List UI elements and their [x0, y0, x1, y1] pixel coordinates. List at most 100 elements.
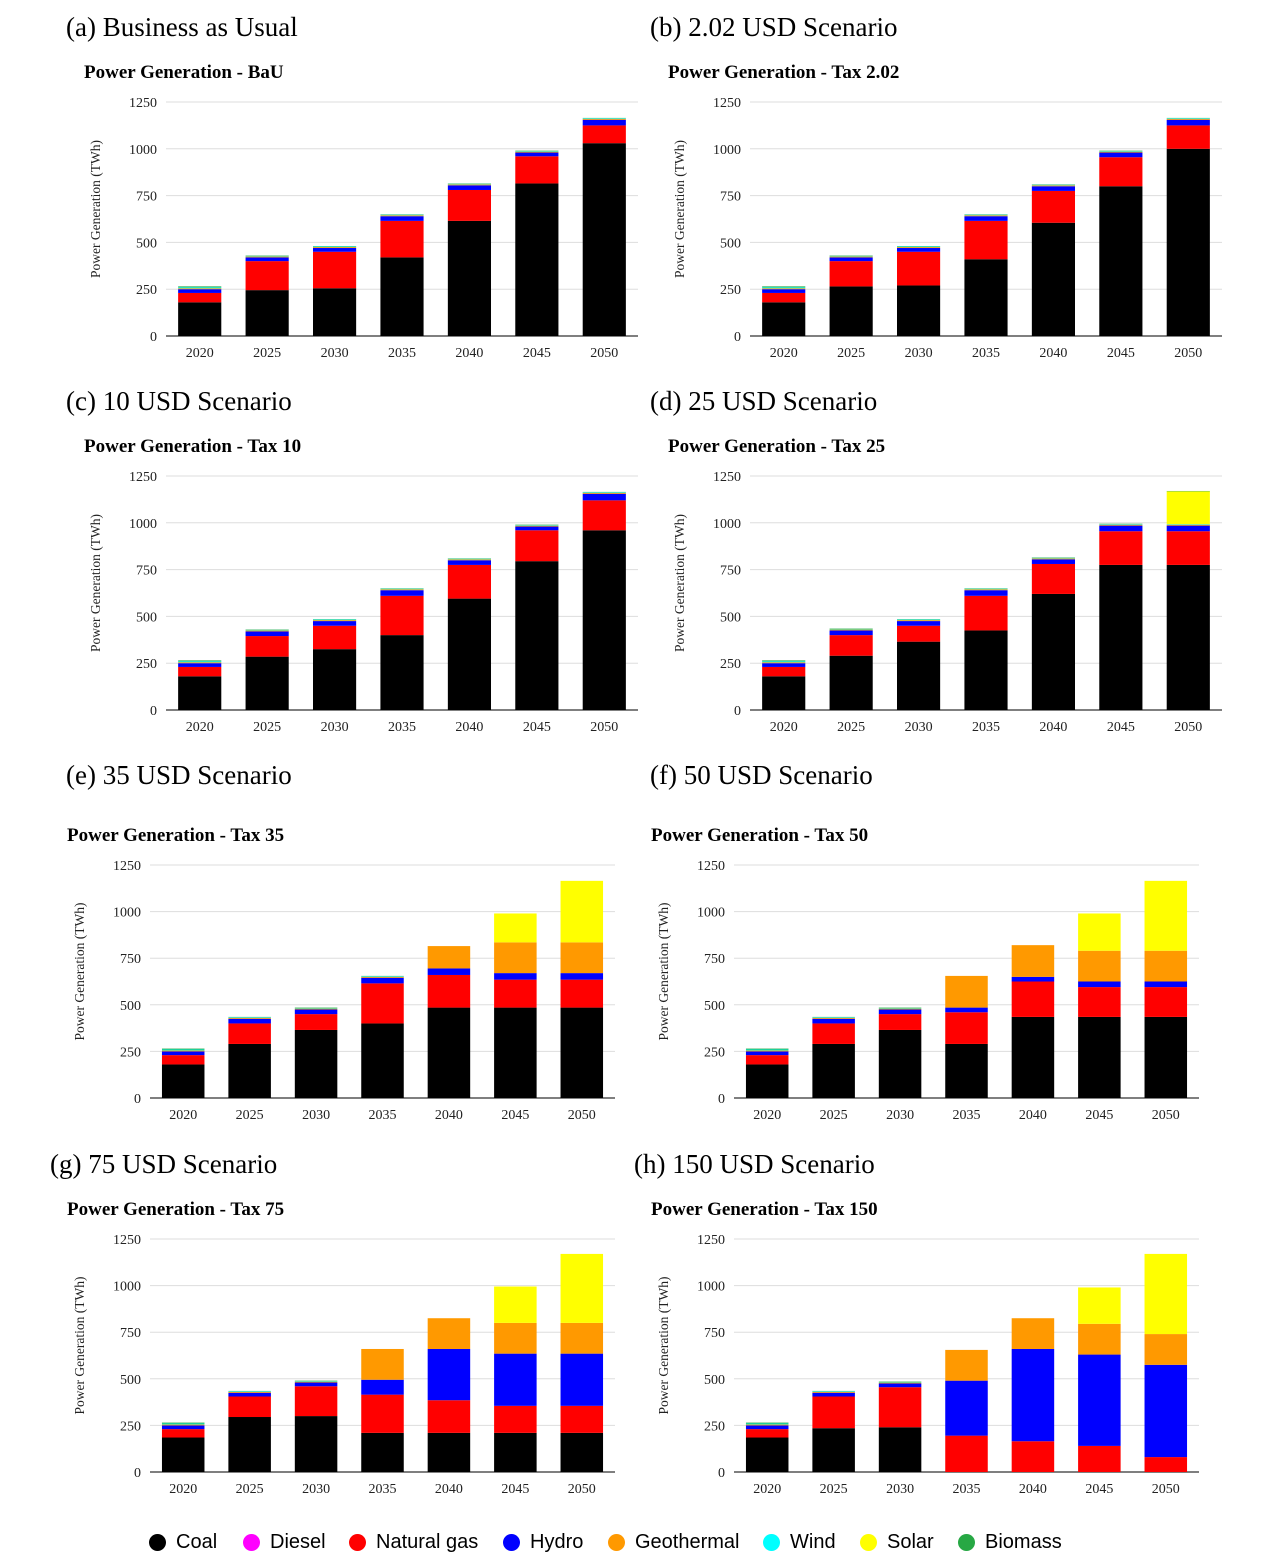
x-tick-label: 2035: [953, 1108, 981, 1123]
bar-segment-natural-gas: [447, 564, 492, 599]
x-tick-label: 2025: [253, 720, 281, 735]
x-tick-label: 2020: [169, 1482, 197, 1497]
bar-segment-hydro: [1166, 119, 1210, 126]
bar-segment-coal: [312, 649, 357, 710]
bar-segment-geothermal: [762, 662, 806, 664]
bar-segment-hydro: [245, 631, 289, 637]
bar-segment-wind: [812, 1391, 855, 1392]
x-tick-label: 2030: [302, 1108, 330, 1123]
y-tick-label: 1250: [697, 859, 725, 874]
y-axis-label: Power Generation (TWh): [672, 514, 687, 652]
x-tick-label: 2030: [886, 1482, 914, 1497]
bar-segment-natural-gas: [1011, 981, 1055, 1017]
bar-segment-geothermal: [1099, 151, 1143, 153]
bar-segment-solar: [560, 1253, 604, 1323]
x-tick-label: 2035: [388, 720, 416, 735]
bar-segment-wind: [762, 661, 806, 663]
x-tick-label: 2035: [388, 346, 416, 361]
x-tick-label: 2030: [905, 720, 933, 735]
bar-segment-natural-gas: [312, 251, 357, 289]
bar-segment-hydro: [361, 1379, 404, 1395]
bar-segment-geothermal: [1099, 524, 1143, 526]
bar-segment-wind: [829, 255, 873, 257]
bar-segment-wind: [245, 629, 289, 631]
bar-segment-wind: [1166, 524, 1210, 525]
bar-segment-geothermal: [427, 946, 471, 969]
bar-segment-geothermal: [1144, 950, 1188, 982]
bar-segment-natural-gas: [515, 156, 559, 184]
bar-segment-hydro: [1078, 1354, 1121, 1446]
bar-segment-natural-gas: [812, 1396, 855, 1429]
bar-segment-hydro: [178, 663, 222, 667]
bar-segment-hydro: [494, 1353, 537, 1406]
x-tick-label: 2050: [590, 346, 618, 361]
bar-segment-natural-gas: [427, 1400, 471, 1433]
bar-segment-wind: [745, 1049, 789, 1051]
bar-segment-natural-gas: [896, 625, 941, 642]
bar-segment-wind: [1099, 151, 1143, 152]
bar-segment-wind: [447, 558, 492, 560]
legend-item-hydro: Hydro: [503, 1527, 583, 1557]
y-tick-label: 0: [718, 1092, 725, 1107]
y-tick-label: 750: [704, 952, 725, 967]
bar-segment-wind: [582, 492, 626, 493]
bar-segment-hydro: [829, 630, 873, 636]
bar-segment-natural-gas: [380, 220, 424, 258]
y-tick-label: 500: [120, 999, 141, 1014]
bar-segment-geothermal: [829, 629, 873, 631]
y-tick-label: 1250: [713, 470, 741, 485]
bar-segment-coal: [1078, 1016, 1121, 1098]
bar-segment-natural-gas: [560, 1405, 604, 1433]
bar-segment-natural-gas: [161, 1055, 205, 1065]
bar-segment-wind: [1031, 184, 1076, 186]
bar-segment-geothermal: [560, 942, 604, 974]
legend-label: Geothermal: [635, 1530, 740, 1553]
legend-label: Hydro: [530, 1530, 584, 1553]
y-tick-label: 1000: [113, 1280, 141, 1295]
bar-segment-natural-gas: [1031, 190, 1076, 223]
y-tick-label: 500: [720, 236, 741, 251]
x-tick-label: 2035: [369, 1482, 397, 1497]
bar-segment-coal: [1144, 1016, 1188, 1098]
bar-segment-wind: [896, 619, 941, 621]
bar-segment-coal: [1166, 148, 1210, 336]
bar-segment-geothermal: [1011, 945, 1055, 977]
bar-segment-coal: [896, 641, 941, 710]
bar-segment-coal: [878, 1427, 922, 1472]
legend-label: Biomass: [985, 1530, 1062, 1553]
y-tick-label: 1250: [113, 859, 141, 874]
x-tick-label: 2035: [369, 1108, 397, 1123]
y-tick-label: 1000: [697, 906, 725, 921]
bar-segment-geothermal: [964, 215, 1008, 217]
bar-segment-hydro: [878, 1383, 922, 1388]
bar-segment-solar: [1078, 913, 1121, 951]
chart-title-d: Power Generation - Tax 25: [668, 436, 886, 457]
bar-segment-natural-gas: [245, 636, 289, 657]
legend-label: Diesel: [270, 1530, 326, 1553]
bar-segment-wind: [812, 1017, 855, 1018]
legend-swatch: [860, 1533, 877, 1551]
y-axis-label: Power Generation (TWh): [72, 903, 87, 1041]
y-tick-label: 750: [120, 952, 141, 967]
bar-segment-hydro: [178, 289, 222, 293]
bar-segment-coal: [1011, 1016, 1055, 1098]
bar-segment-geothermal: [178, 288, 222, 290]
x-tick-label: 2050: [590, 720, 618, 735]
bar-segment-solar: [1078, 1287, 1121, 1324]
bar-segment-hydro: [560, 973, 604, 980]
chart-a-bau: 0 250 500 750 1000 1250 Power Generation (TWh)…: [88, 96, 638, 361]
legend-swatch: [608, 1533, 625, 1551]
bar-segment-coal: [361, 1432, 404, 1472]
bar-segment-geothermal: [945, 1349, 988, 1381]
bar-segment-solar: [494, 1286, 537, 1323]
bar-segment-geothermal: [294, 1381, 338, 1383]
bar-segment-wind: [380, 588, 424, 590]
y-tick-label: 1250: [113, 1233, 141, 1248]
bar-segment-hydro: [762, 663, 806, 667]
bar-segment-hydro: [1144, 1364, 1188, 1458]
legend-swatch: [763, 1533, 780, 1551]
y-axis-label: Power Generation (TWh): [72, 1277, 87, 1415]
x-tick-label: 2050: [1152, 1108, 1180, 1123]
panel-label-b: (b) 2.02 USD Scenario: [650, 12, 898, 42]
y-tick-label: 250: [720, 657, 741, 672]
